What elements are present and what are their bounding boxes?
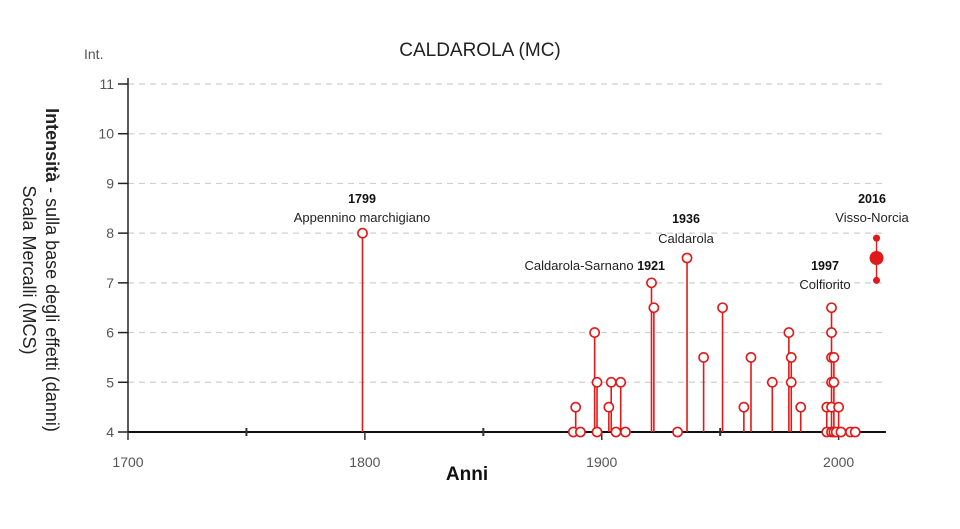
range-low-2016 bbox=[873, 276, 881, 284]
tick-labels: 4 5 6 7 8 9 10 11 1700 1800 1900 2000 bbox=[98, 76, 854, 470]
data-point-1943-16 bbox=[698, 352, 710, 363]
chart-title: CALDAROLA (MC) bbox=[399, 40, 561, 61]
y-tick-label-7: 7 bbox=[106, 275, 114, 291]
data-point-1972-20 bbox=[766, 376, 778, 388]
data-point-1799-0 bbox=[357, 227, 368, 239]
annotation-1921: Caldarola-Sarnano 1921 bbox=[524, 258, 665, 273]
data-point-1936-15 bbox=[681, 252, 693, 264]
data-point-1898-5 bbox=[591, 376, 603, 388]
data-point-2001-38 bbox=[835, 426, 847, 438]
data-point-1998-33 bbox=[828, 352, 840, 363]
data-point-1980-23 bbox=[785, 376, 797, 388]
data-point-2007-40 bbox=[849, 426, 861, 438]
data-point-1891-3 bbox=[575, 426, 586, 438]
y-axis-unit-label: Int. bbox=[84, 46, 103, 62]
data-point-1889-2 bbox=[570, 401, 582, 413]
annotation-year-1921: 1921 bbox=[637, 259, 665, 273]
y-axis-title-line1: Intensità - sulla base degli effetti (da… bbox=[42, 108, 62, 432]
annotations: 1799 Appennino marchigiano Caldarola-Sarna… bbox=[294, 192, 910, 292]
y-axis-title-bold: Intensità bbox=[42, 108, 62, 183]
annotation-name-2016: Visso-Norcia bbox=[835, 210, 909, 225]
gridlines bbox=[128, 83, 886, 383]
y-tick-label-10: 10 bbox=[98, 126, 114, 142]
y-axis-title-rest: - sulla base degli effetti (danni) bbox=[42, 182, 62, 432]
data-point-1903-7 bbox=[603, 401, 615, 413]
annotation-name-1936: Caldarola bbox=[658, 231, 714, 246]
annotation-year-1997: 1997 bbox=[811, 259, 839, 273]
data-point-1897-4 bbox=[589, 327, 601, 338]
x-tick-label-2000: 2000 bbox=[823, 454, 854, 470]
data-point-1980-22 bbox=[785, 352, 797, 363]
data-point-1910-11 bbox=[620, 426, 631, 438]
y-axis-title-line2: Scala Mercalli (MCS) bbox=[19, 185, 39, 354]
annotation-year-1799: 1799 bbox=[348, 192, 376, 206]
data-point-1921-12 bbox=[646, 277, 657, 289]
data-point-1963-19 bbox=[745, 352, 757, 363]
annotation-name-1921: Caldarola-Sarnano bbox=[524, 258, 637, 273]
x-axis-title: Anni bbox=[446, 464, 488, 485]
range-high-2016 bbox=[873, 234, 881, 242]
data-point-1908-10 bbox=[615, 376, 627, 388]
annotation-name-1997: Colfiorito bbox=[799, 277, 850, 292]
annotation-name-1799: Appennino marchigiano bbox=[294, 210, 431, 225]
data-point-1997-27 bbox=[826, 302, 837, 314]
data-point-filled-2016 bbox=[869, 251, 884, 265]
y-tick-label-11: 11 bbox=[99, 76, 114, 92]
data-points bbox=[357, 227, 884, 438]
y-tick-label-8: 8 bbox=[106, 225, 114, 241]
data-point-1960-18 bbox=[738, 401, 750, 413]
data-point-1998-34 bbox=[828, 376, 840, 388]
x-tick-label-1900: 1900 bbox=[586, 454, 617, 470]
annotation-year-1936: 1936 bbox=[672, 212, 700, 226]
data-point-1932-14 bbox=[672, 426, 683, 438]
y-tick-label-5: 5 bbox=[106, 374, 114, 390]
annotation-year-2016: 2016 bbox=[858, 192, 886, 206]
data-point-1922-13 bbox=[648, 302, 660, 314]
data-point-2000-37 bbox=[833, 401, 845, 413]
data-point-1906-9 bbox=[610, 426, 622, 438]
y-tick-label-6: 6 bbox=[106, 325, 114, 341]
y-tick-label-9: 9 bbox=[106, 175, 114, 191]
axes bbox=[118, 78, 886, 440]
y-tick-label-4: 4 bbox=[106, 424, 114, 440]
x-tick-label-1800: 1800 bbox=[349, 454, 380, 470]
data-point-1979-21 bbox=[783, 327, 795, 338]
data-point-1898-6 bbox=[591, 426, 603, 438]
data-point-1904-8 bbox=[605, 376, 617, 388]
data-point-1984-24 bbox=[795, 401, 807, 413]
x-tick-label-1700: 1700 bbox=[112, 454, 143, 470]
data-point-1997-28 bbox=[826, 327, 837, 338]
data-point-1951-17 bbox=[717, 302, 728, 314]
